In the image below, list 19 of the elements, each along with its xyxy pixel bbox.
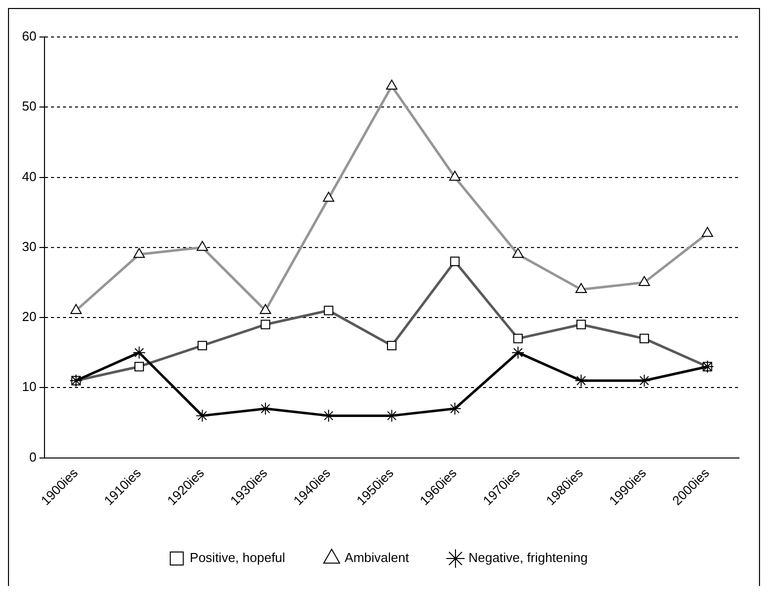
y-tick-label: 50 bbox=[22, 98, 36, 114]
y-tick-label: 0 bbox=[29, 449, 36, 464]
legend-label: Negative, frightening bbox=[468, 550, 588, 566]
legend-label: Positive, hopeful bbox=[190, 550, 286, 566]
point bbox=[132, 346, 146, 360]
y-tick-label: 20 bbox=[22, 309, 36, 324]
legend-label: Ambivalent bbox=[344, 550, 410, 566]
y-tick-label: 10 bbox=[22, 379, 36, 394]
point bbox=[258, 402, 272, 416]
point bbox=[512, 346, 525, 360]
point bbox=[448, 402, 462, 416]
point bbox=[322, 409, 336, 422]
y-tick-label: 60 bbox=[22, 28, 36, 44]
point bbox=[385, 409, 398, 422]
point bbox=[196, 409, 209, 422]
y-tick-label: 30 bbox=[22, 238, 36, 254]
point bbox=[574, 374, 588, 388]
point bbox=[638, 374, 651, 388]
y-tick-label: 40 bbox=[22, 168, 36, 184]
